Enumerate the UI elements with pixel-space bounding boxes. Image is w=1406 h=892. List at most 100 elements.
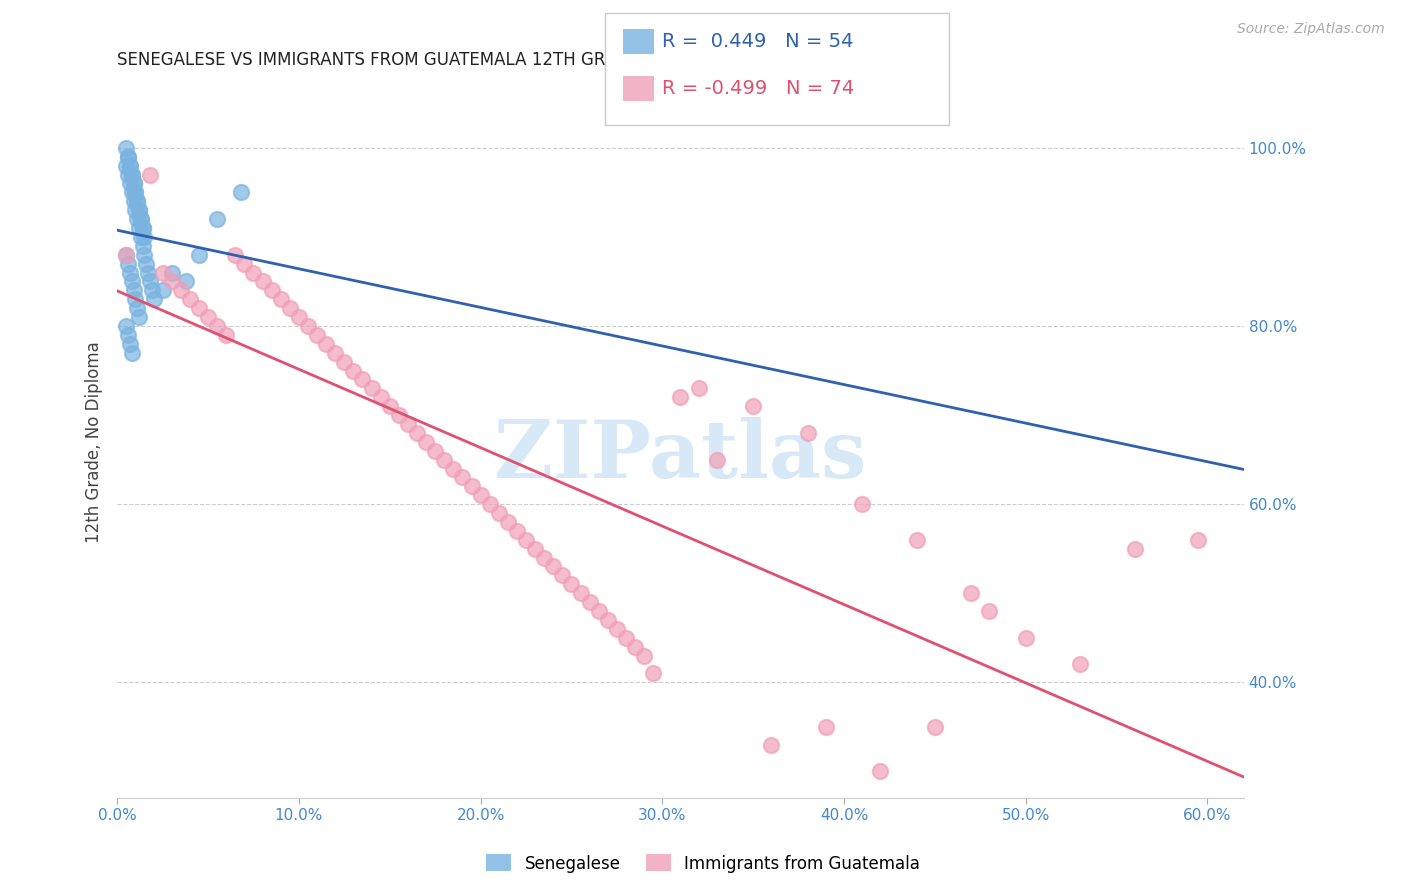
Text: Source: ZipAtlas.com: Source: ZipAtlas.com [1237, 22, 1385, 37]
Point [136, 266, 159, 280]
Point [288, 310, 311, 324]
Point [160, 275, 183, 289]
Point [814, 720, 837, 734]
Point [524, 541, 547, 556]
Point [121, 275, 143, 289]
Point [188, 248, 211, 262]
Text: SENEGALESE VS IMMIGRANTS FROM GUATEMALA 12TH GRADE, NO DIPLOMA CORRELATION CHART: SENEGALESE VS IMMIGRANTS FROM GUATEMALA … [117, 51, 941, 69]
Point [174, 275, 197, 289]
Point [118, 159, 141, 173]
Point [1187, 533, 1209, 547]
Point [342, 363, 364, 377]
Y-axis label: 12th Grade, No Diploma: 12th Grade, No Diploma [86, 341, 103, 542]
Point [488, 506, 510, 520]
Point [669, 390, 692, 404]
Point [270, 293, 292, 307]
Point [122, 194, 145, 209]
Point [152, 266, 174, 280]
Point [121, 186, 143, 200]
Point [205, 318, 228, 333]
Point [121, 345, 143, 359]
Point [260, 284, 283, 298]
Point [121, 168, 143, 182]
Point [122, 177, 145, 191]
Point [127, 194, 149, 209]
Point [1069, 657, 1091, 672]
Point [796, 425, 818, 440]
Point [506, 524, 529, 538]
Point [370, 390, 392, 404]
Point [406, 425, 429, 440]
Point [160, 266, 183, 280]
Point [128, 203, 150, 218]
Point [924, 720, 946, 734]
Point [135, 257, 157, 271]
Point [122, 177, 145, 191]
Point [278, 301, 301, 315]
Point [470, 488, 492, 502]
Point [360, 381, 382, 395]
Point [131, 239, 153, 253]
Legend: Senegalese, Immigrants from Guatemala: Senegalese, Immigrants from Guatemala [479, 847, 927, 880]
Point [460, 479, 482, 493]
Point [233, 257, 256, 271]
Point [122, 284, 145, 298]
Point [141, 284, 163, 298]
Point [134, 248, 156, 262]
Point [415, 434, 437, 449]
Point [131, 221, 153, 235]
Point [333, 354, 356, 368]
Point [129, 212, 152, 227]
Point [596, 613, 619, 627]
Point [706, 452, 728, 467]
Point [127, 301, 149, 315]
Point [118, 159, 141, 173]
Point [451, 470, 474, 484]
Point [118, 177, 141, 191]
Point [242, 266, 264, 280]
Point [578, 595, 600, 609]
Point [118, 266, 141, 280]
Point [117, 150, 139, 164]
Point [117, 327, 139, 342]
Point [761, 738, 783, 752]
Point [352, 372, 374, 386]
Point [551, 568, 574, 582]
Point [115, 248, 138, 262]
Point [188, 301, 211, 315]
Point [128, 203, 150, 218]
Point [643, 666, 665, 681]
Point [128, 221, 150, 235]
Point [297, 318, 319, 333]
Point [979, 604, 1001, 618]
Point [851, 497, 873, 511]
Point [115, 318, 138, 333]
Point [388, 408, 411, 422]
Point [560, 577, 582, 591]
Point [496, 515, 519, 529]
Point [127, 212, 149, 227]
Point [569, 586, 592, 600]
Point [224, 248, 246, 262]
Point [124, 186, 146, 200]
Point [425, 443, 447, 458]
Point [131, 221, 153, 235]
Point [315, 336, 337, 351]
Point [252, 275, 274, 289]
Point [129, 230, 152, 244]
Point [170, 284, 193, 298]
Point [127, 194, 149, 209]
Point [905, 533, 928, 547]
Point [139, 168, 162, 182]
Point [117, 150, 139, 164]
Point [121, 168, 143, 182]
Point [117, 168, 139, 182]
Point [960, 586, 983, 600]
Point [142, 293, 165, 307]
Point [115, 248, 138, 262]
Point [124, 203, 146, 218]
Point [1123, 541, 1146, 556]
Point [129, 212, 152, 227]
Point [205, 212, 228, 227]
Text: R = -0.499   N = 74: R = -0.499 N = 74 [662, 78, 855, 98]
